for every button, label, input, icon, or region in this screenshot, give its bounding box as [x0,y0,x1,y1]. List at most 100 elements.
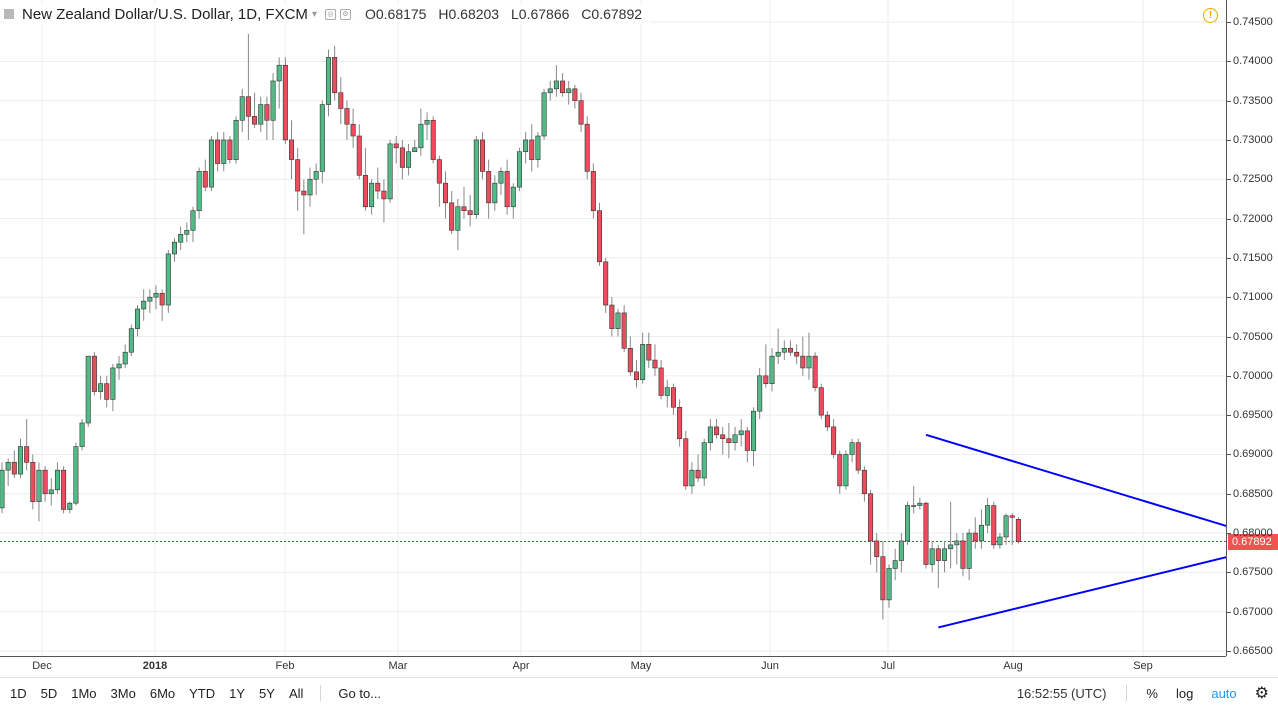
candle-body [48,489,54,495]
chart-area[interactable]: New Zealand Dollar/U.S. Dollar, 1D, FXCM… [0,0,1278,656]
log-scale-button[interactable]: log [1175,685,1194,701]
candle-body [898,540,904,561]
candle-body [627,347,633,373]
range-button-all[interactable]: All [288,685,304,701]
candle [812,352,818,392]
candle-body [24,446,30,463]
candle-body [165,253,171,306]
candle-body [332,57,338,94]
candle-body [818,387,824,416]
range-button-6mo[interactable]: 6Mo [149,685,176,701]
candle [991,501,997,549]
price-tick-label: 0.69000 [1227,448,1273,461]
candle-body [406,151,412,168]
candle-body [658,367,664,396]
candle-body [535,135,541,160]
candle-body [720,434,726,440]
candle-body [714,426,720,436]
candle [880,540,886,620]
candle [529,124,535,172]
auto-scale-button[interactable]: auto [1211,685,1237,701]
alert-clock-icon[interactable]: ! [1203,8,1218,23]
candle-body [375,182,381,192]
price-tick-label: 0.71500 [1227,251,1273,264]
candle [116,356,122,380]
candle-body [85,355,91,424]
candle-body [929,548,935,565]
candle-body [135,308,141,329]
candle-body [116,363,122,369]
visibility-icon[interactable]: ◎ [324,8,336,20]
candle [658,360,664,400]
candle [504,159,510,215]
candle [325,49,331,117]
candle-body [307,178,313,196]
candle-body [338,92,344,109]
utc-clock[interactable]: 16:52:55 (UTC) [1016,685,1107,701]
candle-body [98,383,104,392]
candle-body [0,469,5,509]
candle [85,355,91,427]
settings-small-icon[interactable]: ⚙ [339,8,351,20]
candle [233,116,239,164]
candle-body [325,57,331,105]
candle [301,179,307,235]
candle-body [356,135,362,176]
range-button-1mo[interactable]: 1Mo [71,685,97,701]
goto-button[interactable]: Go to... [338,685,382,701]
candle-body [738,430,744,436]
candle [905,501,911,545]
candle-body [387,143,393,200]
candle [714,419,720,439]
candles [0,33,1021,620]
candle-body [911,505,917,507]
candle [0,462,5,514]
range-button-1y[interactable]: 1Y [229,685,246,701]
time-tick-label: Feb [275,660,295,672]
price-tick-label: 0.68000 [1227,527,1273,540]
candle [510,183,516,219]
candle-body [726,438,732,443]
range-button-5y[interactable]: 5Y [259,685,275,701]
candle [178,226,184,251]
candle [54,462,60,494]
range-buttons: 1D 5D 1Mo 3Mo 6Mo YTD 1Y 5Y All [3,686,310,701]
symbol-collapse-icon[interactable] [4,9,14,19]
candle [886,564,892,608]
candle-body [905,505,911,542]
time-tick-label: Mar [388,660,408,672]
candle [898,533,904,573]
time-axis[interactable]: Dec 2018 Feb Mar Apr May Jun Jul Aug Sep [0,656,1226,677]
price-axis[interactable]: 0.67892 0.74500 0.74000 0.73500 0.73000 0.72… [1226,0,1278,657]
candle [270,73,276,140]
trendline-lower[interactable] [938,543,1278,629]
symbol-title[interactable]: New Zealand Dollar/U.S. Dollar, 1D, FXCM [22,5,308,23]
candle [208,136,214,192]
candle [751,407,757,467]
trendline-upper[interactable] [925,433,1278,544]
range-button-5d[interactable]: 5D [40,685,58,701]
candle [424,112,430,140]
candlestick-chart[interactable] [0,0,1278,656]
candle [73,442,79,506]
range-button-3mo[interactable]: 3Mo [110,685,136,701]
candle-body [560,80,566,94]
candle-body [763,375,769,384]
candle [757,367,763,420]
range-button-1d[interactable]: 1D [10,685,27,701]
trendlines[interactable] [925,433,1278,629]
gear-icon[interactable]: ⚙ [1254,685,1269,702]
range-button-ytd[interactable]: YTD [189,685,216,701]
candle [412,139,418,153]
candle-body [5,461,11,471]
candle [997,533,1003,549]
candle [375,167,381,199]
candle-body [30,461,36,502]
chevron-down-icon[interactable]: ▾ [311,8,317,20]
candle [985,497,991,534]
candle-body [36,469,42,502]
percent-scale-button[interactable]: % [1146,685,1158,701]
candle [627,336,633,376]
candle-body [467,210,473,215]
candle [455,198,461,251]
